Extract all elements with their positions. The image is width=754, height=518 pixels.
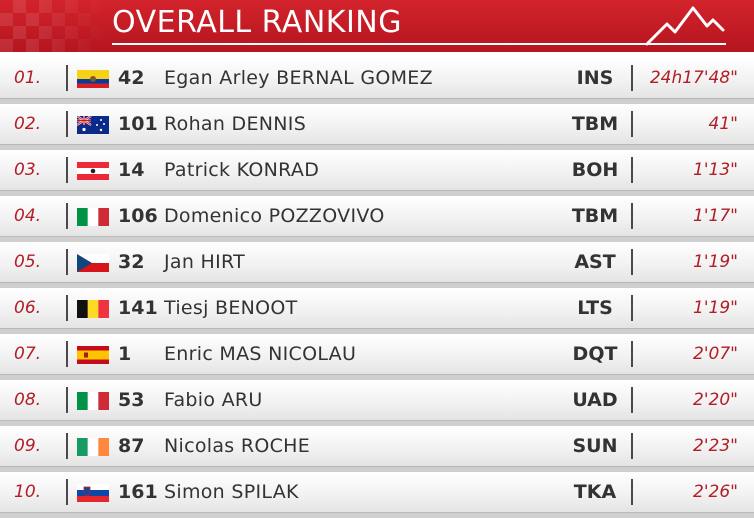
column-divider (66, 341, 68, 367)
table-row: 06. 141 Tiesj BENOOT LTS 1'19" (0, 288, 754, 329)
column-divider (66, 479, 68, 505)
bib-number: 53 (118, 389, 145, 411)
rank-position: 08. (14, 390, 42, 410)
czech-flag-icon (77, 254, 109, 272)
table-row: 09. 87 Nicolas ROCHE SUN 2'23" (0, 426, 754, 467)
bib-number: 32 (118, 251, 145, 273)
team-code: DQT (572, 343, 618, 365)
time-gap: 1'17" (693, 206, 738, 226)
column-divider (631, 203, 633, 229)
checker-pattern (0, 0, 110, 52)
table-row: 08. 53 Fabio ARU UAD 2'20" (0, 380, 754, 421)
time-gap: 24h17'48" (649, 68, 738, 88)
mountain-icon (645, 6, 725, 46)
rider-name: Fabio ARU (164, 389, 263, 411)
team-code: TBM (571, 205, 619, 227)
spain-flag-icon (77, 346, 109, 364)
table-row: 01. 42 Egan Arley BERNAL GOMEZ INS 24h17'48" (0, 58, 754, 99)
team-code: TKA (573, 481, 617, 503)
column-divider (66, 203, 68, 229)
time-gap: 2'23" (693, 436, 738, 456)
bib-number: 87 (118, 435, 145, 457)
column-divider (66, 157, 68, 183)
column-divider (631, 65, 633, 91)
team-code: BOH (571, 159, 619, 181)
ecuador-flag-icon (77, 70, 109, 88)
bib-number: 161 (118, 481, 158, 503)
rank-position: 01. (14, 68, 42, 88)
rank-position: 09. (14, 436, 42, 456)
time-gap: 2'20" (693, 390, 738, 410)
table-row: 02. 101 Rohan DENNIS TBM 41" (0, 104, 754, 145)
table-row: 05. 32 Jan HIRT AST 1'19" (0, 242, 754, 283)
column-divider (631, 111, 633, 137)
table-row: 04. 106 Domenico POZZOVIVO TBM 1'17" (0, 196, 754, 237)
table-row: 10. 161 Simon SPILAK TKA 2'26" (0, 472, 754, 513)
rank-position: 02. (14, 114, 42, 134)
time-gap: 1'19" (693, 298, 738, 318)
bib-number: 106 (118, 205, 158, 227)
bib-number: 101 (118, 113, 158, 135)
rider-name: Domenico POZZOVIVO (164, 205, 385, 227)
rank-position: 07. (14, 344, 42, 364)
column-divider (631, 157, 633, 183)
rider-name: Enric MAS NICOLAU (164, 343, 357, 365)
rider-name: Nicolas ROCHE (164, 435, 311, 457)
column-divider (66, 65, 68, 91)
italy-flag-icon (77, 392, 109, 410)
time-gap: 1'19" (693, 252, 738, 272)
rider-name: Simon SPILAK (164, 481, 299, 503)
time-gap: 2'26" (693, 482, 738, 502)
rider-name: Patrick KONRAD (164, 159, 320, 181)
team-code: LTS (577, 297, 613, 319)
rider-name: Rohan DENNIS (164, 113, 307, 135)
team-code: TBM (571, 113, 619, 135)
column-divider (631, 387, 633, 413)
bib-number: 14 (118, 159, 145, 181)
time-gap: 2'07" (693, 344, 738, 364)
rider-name: Tiesj BENOOT (164, 297, 298, 319)
austria-flag-icon (77, 162, 109, 180)
column-divider (66, 433, 68, 459)
rank-position: 10. (14, 482, 42, 502)
bib-number: 141 (118, 297, 158, 319)
rank-position: 03. (14, 160, 42, 180)
column-divider (631, 433, 633, 459)
time-gap: 41" (708, 114, 738, 134)
slovenia-flag-icon (77, 484, 109, 502)
rider-name: Jan HIRT (164, 251, 246, 273)
ranking-table: 01. 42 Egan Arley BERNAL GOMEZ INS 24h17'48"… (0, 58, 754, 518)
table-row: 03. 14 Patrick KONRAD BOH 1'13" (0, 150, 754, 191)
column-divider (631, 341, 633, 367)
rider-name: Egan Arley BERNAL GOMEZ (164, 67, 433, 89)
rank-position: 06. (14, 298, 42, 318)
column-divider (66, 249, 68, 275)
time-gap: 1'13" (693, 160, 738, 180)
column-divider (66, 295, 68, 321)
column-divider (631, 249, 633, 275)
page-title: OVERALL RANKING (112, 5, 402, 40)
column-divider (66, 387, 68, 413)
team-code: UAD (572, 389, 618, 411)
bib-number: 42 (118, 67, 145, 89)
header-bar: OVERALL RANKING (0, 0, 754, 52)
belgium-flag-icon (77, 300, 109, 318)
column-divider (631, 295, 633, 321)
bib-number: 1 (118, 343, 132, 365)
australia-flag-icon (77, 116, 109, 134)
rank-position: 04. (14, 206, 42, 226)
column-divider (66, 111, 68, 137)
rank-position: 05. (14, 252, 42, 272)
table-row: 07. 1 Enric MAS NICOLAU DQT 2'07" (0, 334, 754, 375)
title-underline (112, 43, 726, 45)
team-code: INS (576, 67, 614, 89)
ireland-flag-icon (77, 438, 109, 456)
column-divider (631, 479, 633, 505)
italy-flag-icon (77, 208, 109, 226)
team-code: AST (574, 251, 616, 273)
team-code: SUN (572, 435, 618, 457)
